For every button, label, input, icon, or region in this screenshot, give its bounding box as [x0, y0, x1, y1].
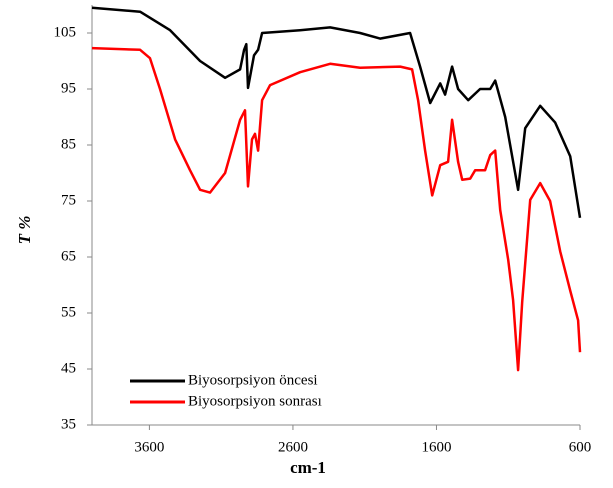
y-tick-label: 65 [61, 248, 76, 264]
y-axis-title: T % [15, 216, 34, 245]
y-tick-label: 45 [61, 360, 76, 376]
y-tick-label: 75 [61, 192, 76, 208]
spectrum-line [91, 46, 582, 372]
legend-label: Biyosorpsiyon öncesi [188, 372, 318, 388]
y-tick-label: 105 [54, 24, 77, 40]
y-tick-label: 35 [61, 416, 76, 432]
x-tick-label: 600 [569, 439, 592, 455]
spectrum-line [91, 6, 582, 218]
x-tick-label: 2600 [278, 439, 308, 455]
y-tick-label: 55 [61, 304, 76, 320]
x-axis-title: cm-1 [290, 458, 326, 477]
legend-label: Biyosorpsiyon sonrası [188, 393, 322, 409]
y-tick-label: 95 [61, 80, 76, 96]
y-tick-label: 85 [61, 136, 76, 152]
x-tick-label: 3600 [134, 439, 164, 455]
x-tick-label: 1600 [421, 439, 451, 455]
